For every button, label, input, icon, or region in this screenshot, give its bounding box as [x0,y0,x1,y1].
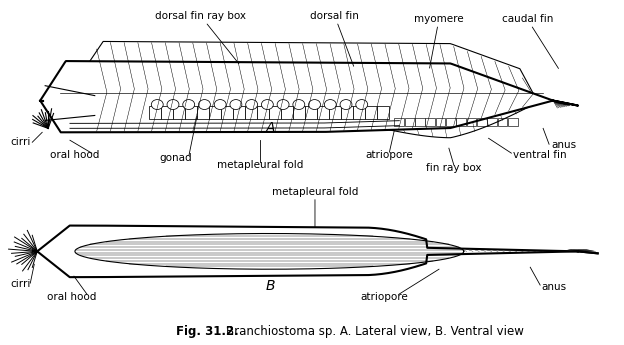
Bar [415,118,425,126]
Bar [405,118,414,126]
Bar [498,118,507,126]
Bar [477,118,487,126]
Bar [394,118,404,126]
Text: oral hood: oral hood [50,150,99,160]
Text: anus: anus [541,282,566,292]
Bar [508,118,518,126]
Ellipse shape [356,100,368,109]
Bar [281,106,293,119]
Ellipse shape [214,100,226,109]
Ellipse shape [293,100,305,109]
Bar [293,106,305,119]
Bar [378,106,389,119]
Text: Branchiostoma sp. A. Lateral view, B. Ventral view: Branchiostoma sp. A. Lateral view, B. Ve… [226,325,524,338]
Bar [446,118,456,126]
Bar [305,106,316,119]
Bar [467,118,477,126]
Bar [341,106,353,119]
Text: atriopore: atriopore [366,150,413,160]
Bar [353,106,364,119]
Ellipse shape [340,100,352,109]
Text: caudal fin: caudal fin [502,14,558,68]
Ellipse shape [309,100,321,109]
Bar [487,118,497,126]
Ellipse shape [198,100,210,109]
Bar [257,106,268,119]
Bar [245,106,256,119]
Ellipse shape [277,100,289,109]
Text: gonad: gonad [160,153,192,163]
Text: myomere: myomere [414,14,464,68]
Text: dorsal fin: dorsal fin [310,11,359,66]
Ellipse shape [183,100,195,109]
Text: A: A [266,121,275,135]
Bar [426,118,435,126]
Text: Fig. 31.2.: Fig. 31.2. [176,325,239,338]
Text: dorsal fin ray box: dorsal fin ray box [155,11,246,64]
Ellipse shape [230,100,242,109]
Bar [173,106,185,119]
Text: ventral fin: ventral fin [514,150,567,160]
Text: metapleural fold: metapleural fold [217,160,304,170]
Ellipse shape [261,100,273,109]
Ellipse shape [151,100,163,109]
Bar [149,106,160,119]
Bar [366,106,376,119]
Text: cirri: cirri [11,279,31,289]
Text: fin ray box: fin ray box [426,163,482,173]
Bar [233,106,245,119]
Ellipse shape [324,100,336,109]
Bar [209,106,220,119]
Bar [318,106,329,119]
Bar [436,118,446,126]
Text: atriopore: atriopore [361,292,408,302]
Ellipse shape [246,100,258,109]
Bar [162,106,172,119]
Text: cirri: cirri [11,137,31,147]
Bar [197,106,208,119]
Text: B: B [266,279,275,293]
Text: metapleural fold: metapleural fold [272,187,358,227]
Bar [185,106,197,119]
Text: oral hood: oral hood [47,292,97,302]
Bar [270,106,281,119]
Text: anus: anus [551,140,576,150]
Ellipse shape [167,100,179,109]
Bar [329,106,341,119]
Bar [222,106,233,119]
Bar [456,118,466,126]
